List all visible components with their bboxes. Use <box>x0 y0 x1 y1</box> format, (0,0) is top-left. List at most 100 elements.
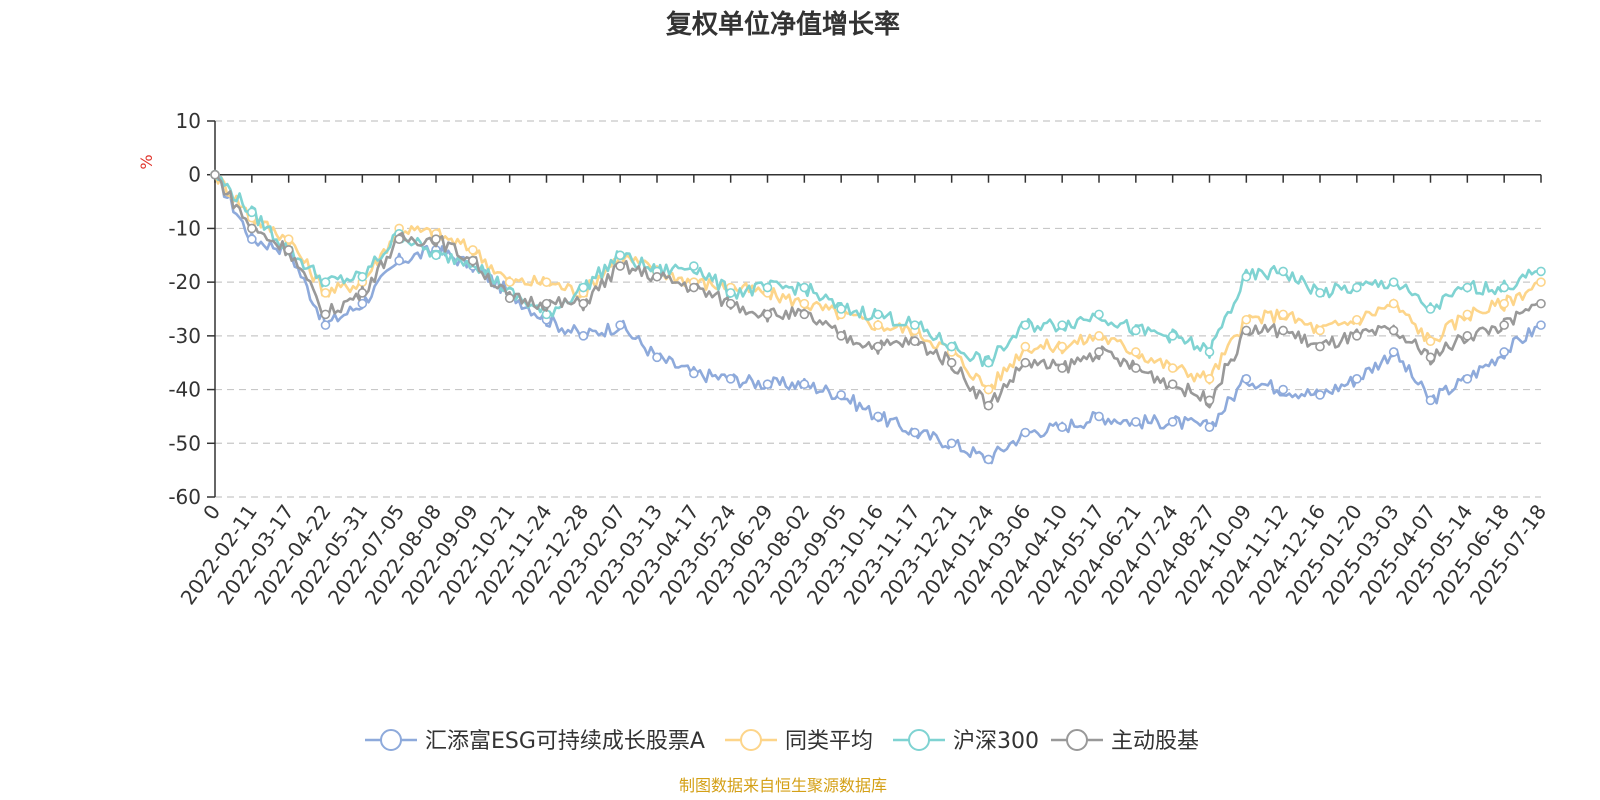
data-point <box>1315 390 1325 400</box>
data-point <box>357 288 368 298</box>
data-point <box>1462 309 1473 320</box>
data-point <box>210 169 220 180</box>
data-point <box>983 400 994 411</box>
data-point <box>1057 422 1067 432</box>
data-point <box>873 309 883 320</box>
legend-item: 汇添富ESG可持续成长股票A <box>365 729 705 754</box>
data-point <box>247 207 257 218</box>
data-point <box>689 368 699 379</box>
data-point <box>1241 271 1252 282</box>
y-tick-label: -30 <box>168 324 201 348</box>
data-point <box>615 250 625 261</box>
data-point <box>394 255 404 266</box>
data-point <box>1352 374 1362 384</box>
data-point <box>1167 379 1178 390</box>
data-point <box>1388 325 1399 336</box>
series-lines <box>210 169 1546 465</box>
data-point <box>652 352 662 363</box>
data-point <box>394 234 404 244</box>
legend-item: 同类平均 <box>725 729 873 754</box>
data-point <box>578 298 589 309</box>
data-point <box>836 331 846 341</box>
data-point <box>1315 288 1325 298</box>
x-tick-label: 0 <box>198 500 225 524</box>
data-point <box>1499 347 1509 357</box>
data-point <box>762 309 773 320</box>
data-point <box>1315 325 1325 336</box>
data-point <box>541 277 552 287</box>
legend-item: 主动股基 <box>1051 729 1199 754</box>
data-point <box>1204 422 1215 432</box>
data-point <box>1167 331 1178 341</box>
data-point <box>1425 304 1436 314</box>
data-point <box>1167 416 1178 427</box>
data-point <box>615 261 625 271</box>
legend-label: 主动股基 <box>1111 729 1199 754</box>
data-point <box>1499 282 1509 293</box>
y-tick-label: 10 <box>176 109 201 133</box>
data-point <box>1020 357 1031 368</box>
data-point <box>357 298 368 309</box>
data-point <box>1536 266 1546 277</box>
grid-lines <box>215 120 1541 498</box>
legend-label: 同类平均 <box>785 729 873 754</box>
data-point <box>1094 309 1104 320</box>
data-point <box>1204 347 1215 357</box>
data-point <box>357 271 368 282</box>
data-point <box>1499 320 1509 330</box>
data-point <box>1167 363 1178 373</box>
data-point <box>431 234 441 244</box>
data-point <box>799 298 810 309</box>
data-point <box>762 282 773 293</box>
data-point <box>836 390 846 400</box>
data-point <box>946 438 957 449</box>
data-point <box>1536 298 1546 309</box>
data-point <box>1462 374 1473 384</box>
legend-marker <box>380 729 402 751</box>
data-point <box>1425 336 1436 347</box>
data-point <box>1315 341 1325 352</box>
data-point <box>283 245 294 255</box>
data-point <box>578 331 589 341</box>
chart-title: 复权单位净值增长率 <box>666 9 900 40</box>
y-tick-label: -10 <box>168 216 201 240</box>
data-point <box>1425 395 1436 406</box>
data-point <box>541 298 552 309</box>
data-point <box>1388 277 1399 287</box>
data-point <box>910 336 920 347</box>
data-point <box>983 454 994 465</box>
data-point <box>1462 282 1473 293</box>
data-point <box>725 288 736 298</box>
legend-label: 汇添富ESG可持续成长股票A <box>425 729 705 754</box>
legend-label: 沪深300 <box>953 729 1039 754</box>
data-point <box>1131 347 1141 357</box>
data-point <box>1094 411 1104 422</box>
legend-item: 沪深300 <box>893 729 1039 754</box>
data-point <box>468 255 478 266</box>
data-point <box>983 357 994 368</box>
data-point <box>1241 374 1252 384</box>
series-line <box>214 173 1542 410</box>
y-tick-label: -20 <box>168 270 201 294</box>
data-point <box>431 250 441 261</box>
data-point <box>1020 341 1031 352</box>
data-point <box>504 277 515 287</box>
data-point <box>1131 416 1141 427</box>
legend-marker <box>1066 729 1088 751</box>
data-point <box>725 298 736 309</box>
data-point <box>725 374 736 384</box>
data-point <box>1020 427 1031 438</box>
data-point <box>873 341 883 352</box>
data-point <box>1057 341 1067 352</box>
data-point <box>689 261 699 271</box>
legend: 汇添富ESG可持续成长股票A 同类平均 沪深300 主动股基 <box>365 729 1199 754</box>
y-tick-label: -60 <box>168 485 201 509</box>
data-point <box>320 277 331 287</box>
data-point <box>689 282 699 293</box>
data-point <box>1204 395 1215 406</box>
source-note: 制图数据来自恒生聚源数据库 <box>679 776 887 795</box>
data-point <box>283 234 294 244</box>
data-point <box>247 223 257 234</box>
data-point <box>1536 320 1546 330</box>
